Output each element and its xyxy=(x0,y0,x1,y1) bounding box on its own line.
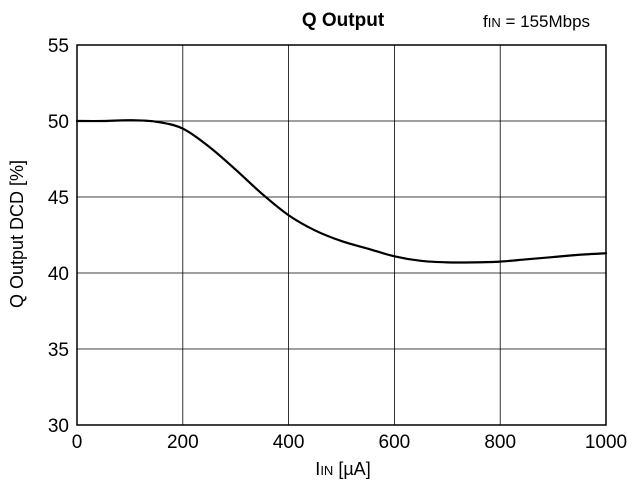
y-tick-label: 35 xyxy=(48,340,69,361)
annotation-subscript: IN xyxy=(488,15,501,30)
series-line-0 xyxy=(75,119,608,264)
annotation-main: f xyxy=(483,12,488,31)
x-tick-label: 400 xyxy=(273,432,305,453)
x-tick-label: 800 xyxy=(484,432,516,453)
y-tick-label: 40 xyxy=(48,264,69,285)
x-label-subscript: IN xyxy=(320,463,333,478)
x-tick-label: 600 xyxy=(379,432,411,453)
x-tick-label: 200 xyxy=(167,432,199,453)
y-tick-label: 45 xyxy=(48,188,69,209)
annotation-rest: = 155Mbps xyxy=(501,12,590,31)
y-axis-label: Q Output DCD [%] xyxy=(7,160,27,308)
x-tick-label: 1000 xyxy=(585,432,627,453)
x-tick-labels: 0 200 400 600 800 1000 xyxy=(72,432,627,453)
x-tick-label: 0 xyxy=(72,432,83,453)
series-layer xyxy=(75,119,608,264)
x-label-rest: [µA] xyxy=(333,459,370,479)
frequency-annotation: fIN = 155Mbps xyxy=(483,12,590,31)
plot-frame xyxy=(76,44,607,426)
x-label-main: I xyxy=(315,459,320,479)
chart-title: Q Output xyxy=(302,10,385,31)
grid-lines xyxy=(76,44,607,426)
y-tick-labels: 30 35 40 45 50 55 xyxy=(48,36,69,437)
y-tick-label: 30 xyxy=(48,416,69,437)
y-tick-label: 55 xyxy=(48,36,69,57)
y-tick-label: 50 xyxy=(48,112,69,133)
x-axis-label: IIN [µA] xyxy=(315,459,370,479)
